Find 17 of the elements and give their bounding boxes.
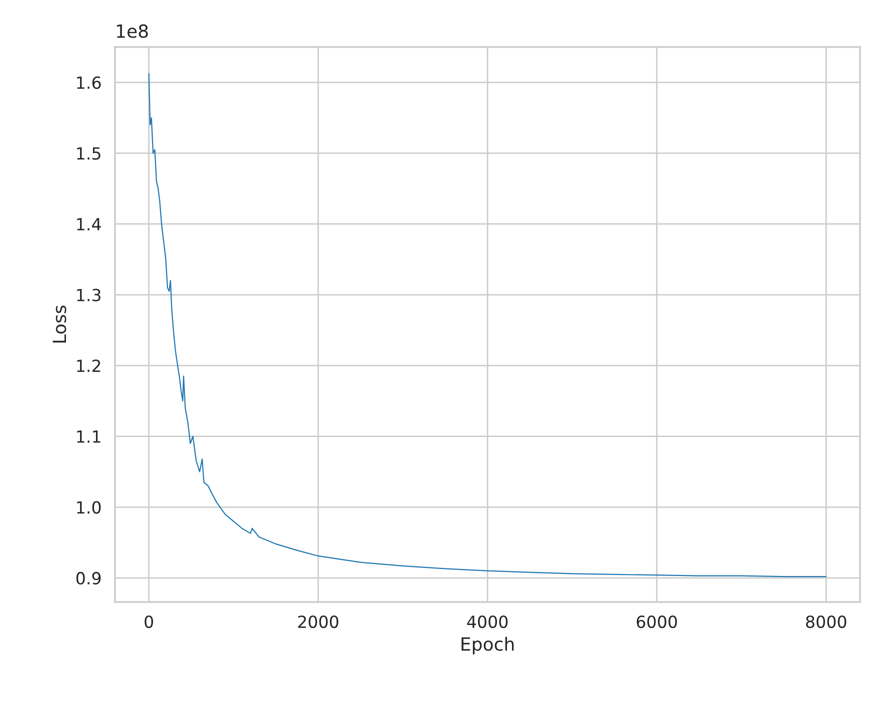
x-axis-title: Epoch [462,636,514,654]
y-tick-label: 1.4 [77,218,101,230]
line-series [148,73,827,578]
y-axis-title: Loss [52,306,66,343]
x-tick-label: 6000 [636,615,677,628]
x-tick-label: 8000 [806,615,846,628]
y-tick-label: 1.3 [77,288,100,302]
y-tick-label: 1.1 [77,430,100,443]
y-tick-label: 1.0 [77,501,101,514]
y-tick-label: 1.6 [77,76,101,89]
x-tick-label: 4000 [467,615,508,628]
y-tick-label: 0.9 [76,572,101,584]
y-tick-label: 1.2 [77,360,100,372]
text: 1e8 [116,24,148,38]
y-tick-label: 1.5 [77,147,100,160]
x-tick-label: 2000 [298,615,338,628]
x-tick-label: 0 [144,615,154,628]
